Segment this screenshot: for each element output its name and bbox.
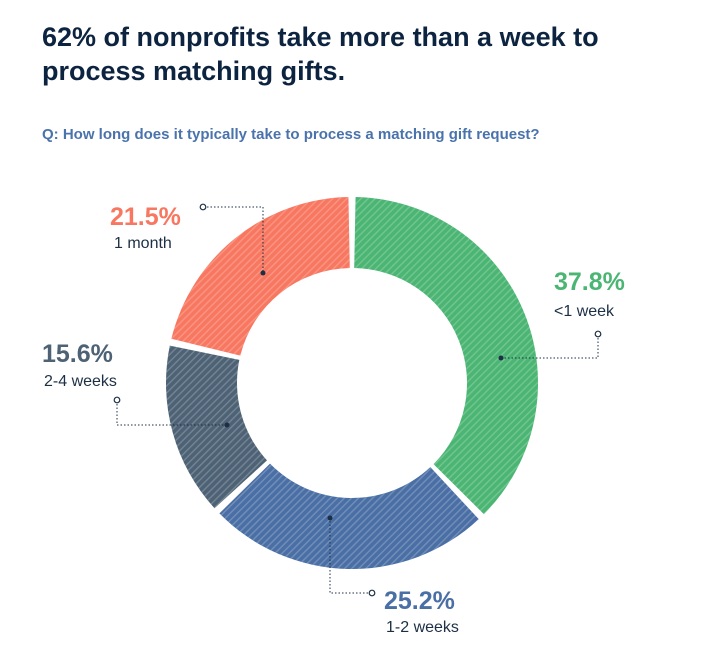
leader-start-marker xyxy=(594,330,602,338)
value-label-under-1-week: 37.8% xyxy=(554,268,625,296)
leader-line-2-4-weeks xyxy=(116,404,227,426)
slice-labels: 37.8% <1 week 25.2% 1-2 weeks 15.6% 2-4 weeks… xyxy=(42,203,625,636)
donut-slices xyxy=(165,197,538,569)
category-label-1-2-weeks: 1-2 weeks xyxy=(386,619,459,636)
leader-start-marker xyxy=(199,203,207,211)
value-label-2-4-weeks: 15.6% xyxy=(42,340,113,368)
chart-subtitle: Q: How long does it typically take to pr… xyxy=(42,126,540,143)
leader-end-dot xyxy=(327,515,333,521)
chart-title: 62% of nonprofits take more than a week … xyxy=(42,22,599,86)
slice-1-month-hatch xyxy=(171,197,350,356)
leader-end-dot xyxy=(260,270,266,276)
leader-end-dot xyxy=(498,355,504,361)
leader-start-marker xyxy=(368,589,376,597)
slice-2-4-weeks-hatch xyxy=(165,345,267,509)
category-label-1-month: 1 month xyxy=(114,235,172,252)
category-label-2-4-weeks: 2-4 weeks xyxy=(44,373,117,390)
slice-under-1-week-hatch xyxy=(354,197,538,515)
leader-line-1-month xyxy=(207,206,264,273)
value-label-1-month: 21.5% xyxy=(110,203,181,231)
value-label-1-2-weeks: 25.2% xyxy=(384,587,455,615)
slice-1-2-weeks-hatch xyxy=(219,463,479,569)
leader-line-1-2-weeks xyxy=(329,518,368,594)
leader-end-dot xyxy=(224,422,230,428)
leader-start-marker xyxy=(113,396,121,404)
leader-line-under-1-week xyxy=(501,338,599,359)
category-label-under-1-week: <1 week xyxy=(554,303,615,320)
leader-lines xyxy=(113,203,602,597)
